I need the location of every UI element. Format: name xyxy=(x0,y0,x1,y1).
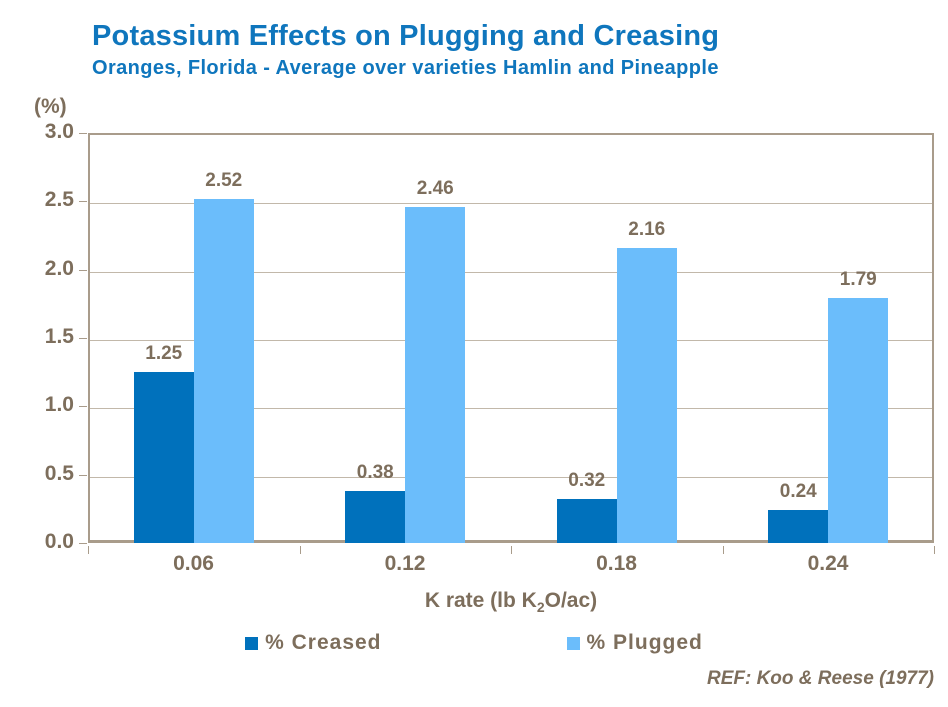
x-tick-mark xyxy=(934,546,935,554)
bar-value-label: 1.25 xyxy=(145,343,183,365)
x-category-label-0.18: 0.18 xyxy=(596,552,637,575)
x-category-label-0.24: 0.24 xyxy=(807,552,849,575)
gridline xyxy=(90,476,932,478)
bar-value-label: 2.52 xyxy=(205,169,243,191)
y-tick-mark xyxy=(79,201,87,203)
y-tick-label: 0.5 xyxy=(44,461,74,485)
legend-swatch-icon xyxy=(245,636,259,650)
x-axis-title-post: O/ac) xyxy=(544,589,598,612)
bar-value-label: 2.16 xyxy=(628,218,666,240)
legend-label: % Creased xyxy=(265,631,382,654)
y-tick-label: 1.0 xyxy=(44,393,74,417)
x-tick-mark xyxy=(722,546,724,554)
gridline xyxy=(90,203,932,205)
x-category-label-0.12: 0.12 xyxy=(384,552,426,575)
gridline xyxy=(90,408,932,410)
bar-creased-0.18 xyxy=(556,499,617,543)
x-tick-mark xyxy=(511,546,512,554)
bar-creased-0.24 xyxy=(768,510,829,543)
y-tick-mark xyxy=(79,474,87,476)
y-tick-label: 2.5 xyxy=(44,188,74,212)
x-tick-mark xyxy=(299,546,301,554)
y-tick-label: 3.0 xyxy=(44,120,74,143)
x-category-label-0.06: 0.06 xyxy=(173,552,214,575)
legend-label: % Plugged xyxy=(586,631,703,654)
y-tick-mark xyxy=(79,133,87,134)
x-axis-title-subscript: 2 xyxy=(536,599,545,616)
bar-plugged-0.06 xyxy=(193,198,254,543)
x-axis-title: K rate (lb K2O/ac) xyxy=(88,589,934,615)
y-tick-label: 1.5 xyxy=(44,325,74,348)
bar-plugged-0.12 xyxy=(405,206,466,543)
bar-plugged-0.24 xyxy=(828,298,889,543)
bar-plugged-0.18 xyxy=(616,247,677,543)
bar-creased-0.12 xyxy=(345,491,406,543)
gridline xyxy=(90,340,932,341)
y-tick-mark xyxy=(79,269,87,271)
bar-value-label: 1.79 xyxy=(839,269,877,291)
legend-item-creased: % Creased xyxy=(245,631,381,655)
y-tick-label: 0.0 xyxy=(44,530,74,553)
reference-citation: REF: Koo & Reese (1977) xyxy=(706,668,934,689)
y-axis-unit-label: (%) xyxy=(34,95,67,118)
chart-subtitle: Oranges, Florida - Average over varietie… xyxy=(92,57,719,79)
y-tick-mark xyxy=(79,406,87,408)
bar-value-label: 0.32 xyxy=(568,470,606,492)
bar-value-label: 2.46 xyxy=(416,177,454,199)
x-tick-mark xyxy=(88,546,89,554)
legend: % Creased % Plugged xyxy=(0,631,948,655)
y-tick-label: 2.0 xyxy=(44,256,74,280)
legend-item-plugged: % Plugged xyxy=(566,631,703,655)
y-tick-mark xyxy=(79,543,87,544)
x-axis-title-pre: K rate (lb K xyxy=(424,589,537,612)
bar-creased-0.06 xyxy=(133,372,194,543)
bar-value-label: 0.24 xyxy=(779,481,817,503)
y-tick-mark xyxy=(79,338,87,339)
plot-area xyxy=(88,133,934,543)
legend-swatch-icon xyxy=(566,636,580,650)
bar-value-label: 0.38 xyxy=(356,462,394,484)
chart-title: Potassium Effects on Plugging and Creasi… xyxy=(92,20,720,52)
gridline xyxy=(90,271,932,273)
